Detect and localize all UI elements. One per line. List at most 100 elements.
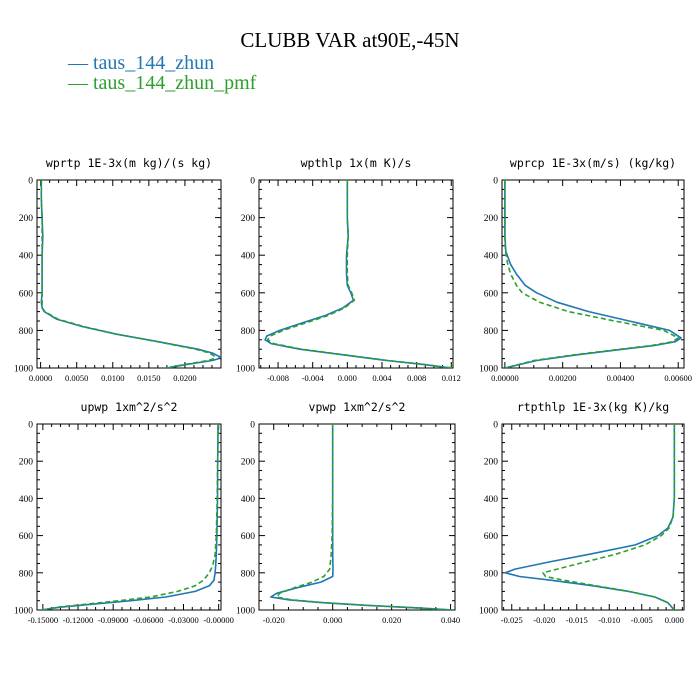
x-tick-label: -0.005 <box>631 615 653 625</box>
x-tick-label: 0.040 <box>441 615 460 625</box>
series-line-0 <box>264 180 452 368</box>
x-tick-label: 0.0000 <box>29 373 52 383</box>
legend-line-glyph: — <box>68 72 88 94</box>
series-line-1 <box>266 180 453 368</box>
series-line-1 <box>42 424 219 610</box>
plot-frame <box>258 423 456 611</box>
y-tick-label: 400 <box>19 495 34 505</box>
y-tick-label: 200 <box>241 214 256 224</box>
y-tick-label: 800 <box>19 327 34 337</box>
y-tick-label: 1000 <box>14 607 33 617</box>
x-tick-label: -0.00000 <box>203 615 233 625</box>
x-tick-label: -0.15000 <box>28 615 58 625</box>
series-line-1 <box>275 424 451 610</box>
subplot-0: wprtp 1E-3x(m kg)/(s kg) 0 200 400 600 800 100… <box>14 156 222 383</box>
y-tick-label: 200 <box>241 458 256 468</box>
y-tick-label: 200 <box>19 458 34 468</box>
main-title: CLUBB VAR at90E,-45N <box>240 28 460 52</box>
x-tick-label: 0.004 <box>372 373 392 383</box>
x-tick-label: 0.00000 <box>491 373 519 383</box>
subplot-4: vpwp 1xm^2/s^2 0 200 400 600 800 1000 -0.020 0.0… <box>236 400 460 625</box>
y-tick-label: 0 <box>250 421 255 431</box>
series-line-0 <box>40 424 219 610</box>
x-tick-label: 0.012 <box>442 373 461 383</box>
y-tick-label: 0 <box>493 177 498 187</box>
x-tick-label: -0.06000 <box>133 615 163 625</box>
x-tick-label: 0.020 <box>382 615 401 625</box>
subplot-title: upwp 1xm^2/s^2 <box>81 400 178 414</box>
series-line-0 <box>269 424 454 610</box>
series-line-0 <box>40 180 221 368</box>
y-tick-label: 600 <box>484 532 499 542</box>
y-tick-label: 1000 <box>236 607 255 617</box>
legend-label: taus_144_zhun_pmf <box>93 72 257 94</box>
y-tick-label: 600 <box>241 532 256 542</box>
subplot-3: upwp 1xm^2/s^202004006008001000-0.15000-… <box>14 400 234 625</box>
plot-frame <box>258 179 454 369</box>
subplot-title: wprtp 1E-3x(m kg)/(s kg) <box>46 156 212 170</box>
x-tick-label: 0.0050 <box>65 373 88 383</box>
y-tick-label: 1000 <box>479 365 498 375</box>
subplot-title: wpthlp 1x(m K)/s <box>301 156 412 170</box>
y-tick-label: 600 <box>19 289 34 299</box>
series-line-0 <box>504 180 682 368</box>
y-tick-label: 0 <box>493 421 498 431</box>
x-tick-label: -0.020 <box>263 615 285 625</box>
y-tick-label: 800 <box>241 327 256 337</box>
series-line-1 <box>504 180 680 368</box>
x-tick-label: 0.0100 <box>101 373 124 383</box>
x-tick-label: -0.008 <box>267 373 289 383</box>
subplot-5: rtpthlp 1E-3x(kg K)/kg02004006008001000-… <box>479 400 685 625</box>
x-tick-label: -0.015 <box>566 615 588 625</box>
plot-frame <box>501 423 685 611</box>
y-tick-label: 800 <box>241 569 256 579</box>
y-tick-label: 600 <box>241 289 256 299</box>
subplot-title: wprcp 1E-3x(m/s) (kg/kg) <box>510 156 676 170</box>
y-tick-label: 1000 <box>14 365 33 375</box>
y-tick-label: 400 <box>484 252 499 262</box>
x-tick-label: -0.03000 <box>168 615 198 625</box>
plot-frame <box>36 423 222 611</box>
y-tick-label: 0 <box>250 177 255 187</box>
y-tick-label: 800 <box>484 569 499 579</box>
x-tick-label: 0.00400 <box>607 373 635 383</box>
plot-frame <box>36 179 222 369</box>
y-tick-label: 800 <box>484 327 499 337</box>
y-tick-label: 400 <box>241 252 256 262</box>
y-tick-label: 400 <box>241 495 256 505</box>
y-tick-label: 400 <box>19 252 34 262</box>
y-tick-label: 200 <box>19 214 34 224</box>
x-tick-label: -0.025 <box>501 615 523 625</box>
y-tick-label: 200 <box>484 458 499 468</box>
x-tick-label: 0.0200 <box>173 373 196 383</box>
legend-label: taus_144_zhun <box>93 52 215 74</box>
legend-item-1: — taus_144_zhun_pmf <box>68 72 256 95</box>
x-tick-label: 0.000 <box>665 615 684 625</box>
subplot-title: rtpthlp 1E-3x(kg K)/kg <box>517 400 669 414</box>
x-tick-label: 0.00600 <box>664 373 692 383</box>
subplot-title: vpwp 1xm^2/s^2 <box>309 400 406 414</box>
plot-frame <box>501 179 685 369</box>
y-tick-label: 800 <box>19 569 34 579</box>
y-tick-label: 200 <box>484 214 499 224</box>
x-tick-label: 0.000 <box>338 373 357 383</box>
subplot-1: wpthlp 1x(m K)/s 0 200 400 600 800 1000 -0.008 -… <box>236 156 461 383</box>
series-line-1 <box>542 424 676 610</box>
y-tick-label: 0 <box>28 421 33 431</box>
y-tick-label: 0 <box>28 177 33 187</box>
y-tick-label: 1000 <box>479 607 498 617</box>
y-tick-label: 600 <box>19 532 34 542</box>
x-tick-label: -0.09000 <box>98 615 128 625</box>
subplot-2: wprcp 1E-3x(m/s) (kg/kg) 0 200 400 600 800 100… <box>479 156 692 383</box>
x-tick-label: -0.12000 <box>63 615 93 625</box>
series-line-0 <box>504 424 676 610</box>
series-line-1 <box>40 180 216 368</box>
x-tick-label: -0.020 <box>533 615 555 625</box>
y-tick-label: 600 <box>484 289 499 299</box>
x-tick-label: 0.0150 <box>137 373 160 383</box>
y-tick-label: 1000 <box>236 365 255 375</box>
x-tick-label: 0.000 <box>323 615 342 625</box>
x-tick-label: 0.00200 <box>549 373 577 383</box>
x-tick-label: -0.004 <box>302 373 325 383</box>
